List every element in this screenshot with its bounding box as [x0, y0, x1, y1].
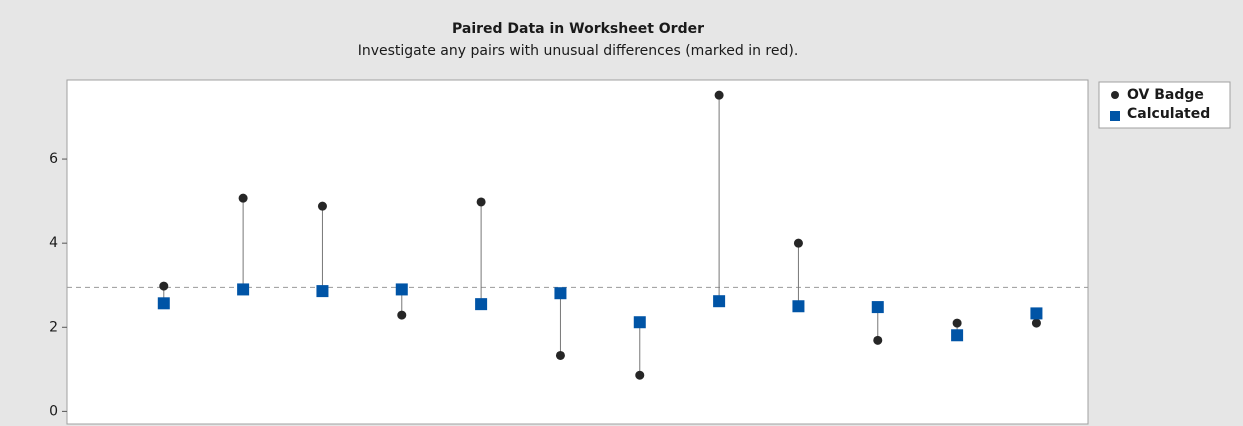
square-point — [1030, 307, 1043, 320]
square-point — [554, 287, 567, 300]
square-point — [316, 285, 329, 298]
square-point — [713, 295, 726, 308]
circle-point — [476, 197, 486, 207]
square-point — [475, 298, 488, 311]
plot-area — [66, 79, 1089, 425]
legend-label: OV Badge — [1127, 87, 1204, 103]
legend-marker — [1110, 111, 1120, 121]
square-point — [395, 283, 408, 296]
y-tick-label: 6 — [49, 151, 58, 167]
circle-point — [952, 318, 962, 328]
circle-point — [873, 335, 883, 345]
y-tick-label: 2 — [49, 319, 58, 335]
circle-point — [317, 201, 327, 211]
circle-point — [238, 193, 248, 203]
square-point — [792, 300, 805, 313]
legend-marker — [1111, 91, 1119, 99]
circle-point — [1031, 318, 1041, 328]
circle-point — [397, 310, 407, 320]
square-point — [237, 283, 250, 296]
square-point — [633, 316, 646, 329]
square-point — [157, 297, 170, 310]
chart-subtitle: Investigate any pairs with unusual diffe… — [358, 43, 799, 59]
legend — [1098, 81, 1231, 129]
chart-title: Paired Data in Worksheet Order — [452, 21, 704, 37]
legend-label: Calculated — [1127, 106, 1210, 122]
square-point — [951, 329, 964, 342]
circle-point — [555, 350, 565, 360]
circle-point — [793, 238, 803, 248]
square-point — [871, 301, 884, 314]
circle-point — [714, 90, 724, 100]
y-tick-label: 4 — [49, 235, 58, 251]
circle-point — [635, 370, 645, 380]
circle-point — [159, 281, 169, 291]
y-tick-label: 0 — [49, 403, 58, 419]
